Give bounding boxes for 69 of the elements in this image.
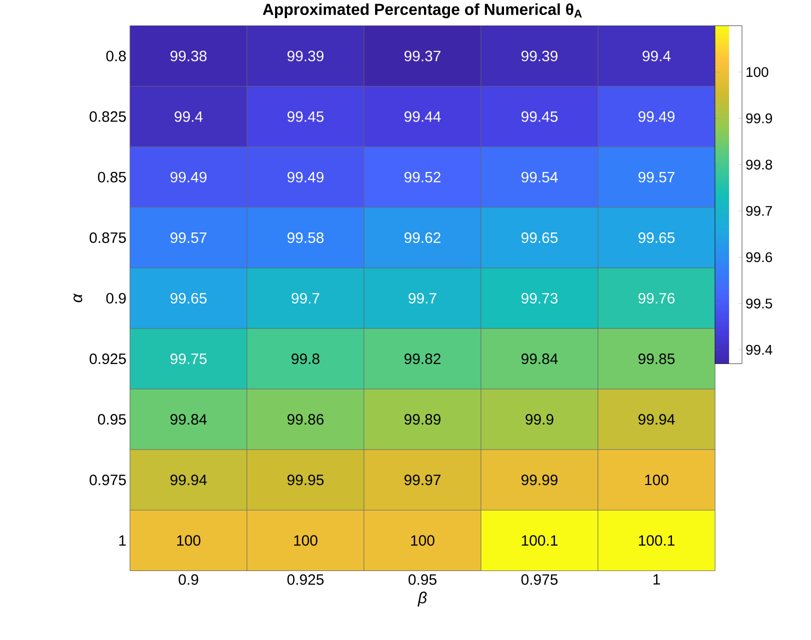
data-label: 99.58: [288, 232, 324, 244]
y-axis-title: α: [74, 293, 82, 302]
data-label: 99.39: [522, 50, 558, 62]
data-label: 99.94: [170, 474, 207, 486]
data-label: 99.95: [288, 474, 324, 486]
color-bar-label: 100: [746, 67, 768, 78]
data-label: 99.84: [522, 354, 558, 364]
y-tick-label: 0.875: [90, 232, 126, 244]
y-tick-label: 0.825: [90, 111, 126, 122]
y-tick-label: 0.95: [98, 414, 126, 425]
data-label: 99.9: [526, 414, 554, 425]
data-label: 99.94: [638, 414, 675, 425]
data-label: 99.38: [170, 50, 207, 62]
data-label: 99.89: [404, 414, 440, 425]
data-label: 99.49: [288, 172, 324, 183]
x-tick-label: 0.9: [178, 574, 198, 585]
data-label: 99.54: [522, 172, 558, 183]
data-label: 99.4: [642, 50, 671, 62]
color-bar-label: 99.5: [746, 298, 772, 309]
data-label: 99.7: [292, 293, 320, 304]
data-label: 99.57: [638, 172, 674, 183]
data-label: 99.97: [404, 474, 440, 486]
y-tick-label: 0.9: [106, 293, 126, 304]
color-bar-label: 99.7: [746, 206, 772, 216]
y-tick-label: 0.925: [90, 354, 126, 364]
color-bar-label: 99.9: [746, 114, 772, 124]
data-label: 100: [294, 535, 318, 546]
data-label: 99.65: [170, 293, 207, 304]
x-tick-label: 1: [653, 574, 660, 585]
data-label: 100.1: [638, 535, 674, 546]
data-label: 99.45: [288, 111, 324, 122]
data-label: 99.84: [170, 414, 207, 425]
data-label: 100: [411, 535, 434, 546]
x-tick-label: 0.975: [521, 574, 558, 585]
y-tick-label: 0.85: [98, 172, 126, 183]
x-tick-label: 0.95: [408, 574, 436, 585]
data-label: 100.1: [522, 535, 558, 546]
data-label: 99.82: [404, 354, 440, 364]
x-tick-label: 0.925: [287, 574, 324, 585]
data-label: 99.75: [170, 354, 207, 364]
data-label: 99.65: [638, 232, 675, 244]
data-label: 99.52: [404, 172, 440, 183]
data-label: 99.73: [522, 293, 558, 304]
data-label: 99.39: [288, 50, 324, 62]
data-label: 99.7: [408, 293, 436, 304]
chart-title: Approximated Percentage of Numerical θ$_{A}$: [262, 3, 582, 18]
data-label: 99.86: [288, 414, 324, 425]
data-label: 99.65: [522, 232, 558, 244]
data-label: 99.8: [292, 354, 320, 364]
x-axis-title: β: [418, 592, 427, 607]
data-label: 100: [645, 474, 668, 486]
color-bar-label: 99.8: [746, 160, 772, 170]
data-label: 99.4: [174, 111, 203, 122]
y-tick-label: 0.975: [90, 474, 126, 486]
data-label: 99.49: [170, 172, 206, 183]
data-label: 99.49: [638, 111, 674, 122]
data-label: 99.76: [638, 293, 675, 304]
data-label: 99.44: [404, 111, 441, 122]
data-label: 99.62: [404, 232, 440, 244]
data-label: 99.45: [522, 111, 558, 122]
color-bar-label: 99.6: [746, 252, 772, 262]
color-bar-label: 99.4: [746, 345, 772, 355]
data-label: 99.57: [170, 232, 206, 244]
y-tick-label: 1: [119, 535, 126, 546]
data-label: 99.85: [638, 354, 675, 364]
data-label: 99.99: [522, 474, 558, 486]
data-label: 99.37: [404, 50, 440, 62]
y-tick-label: 0.8: [106, 50, 126, 62]
data-label: 100: [177, 535, 200, 546]
